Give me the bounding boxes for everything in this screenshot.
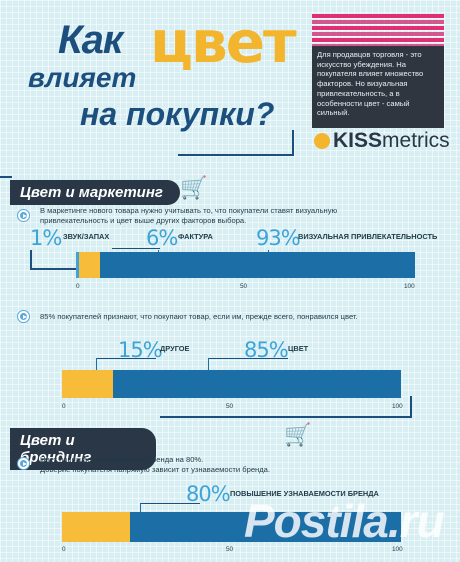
stat-pct: 80% — [186, 482, 231, 506]
bar-segment-visual — [99, 252, 415, 278]
connector-line — [410, 396, 412, 416]
logo-part-metrics: metrics — [382, 129, 450, 152]
bar-segment-brand-recognition — [129, 512, 401, 542]
logo-part-kiss: KISS — [333, 129, 383, 152]
guide-line — [208, 358, 288, 359]
info-marketing-2: 85% покупателей признают, что покупают т… — [40, 312, 358, 321]
bar-chart-2 — [62, 370, 401, 398]
section-line — [0, 176, 12, 178]
axis-tick: 100 — [404, 283, 415, 290]
stat-pct: 1% — [30, 226, 62, 250]
bar-segment-texture — [79, 252, 100, 278]
stat-label: ВИЗУАЛЬНАЯ ПРИВЛЕКАТЕЛЬНОСТЬ — [298, 232, 438, 241]
stat-label: ПОВЫШЕНИЕ УЗНАВАЕМОСТИ БРЕНДА — [230, 489, 379, 498]
bar-chart-3 — [62, 512, 401, 542]
guide-line — [112, 248, 160, 249]
stat-label: ЦВЕТ — [288, 344, 309, 353]
stat-label: ДРУГОЕ — [160, 344, 190, 353]
bar-segment-color — [112, 370, 401, 398]
connector-line — [178, 154, 294, 156]
guide-line — [30, 250, 32, 270]
info-branding-1a: Цвет повышает узнаваемость бренда на 80%… — [40, 455, 204, 464]
axis-tick: 0 — [76, 283, 80, 290]
bar-segment-sound — [76, 252, 80, 278]
guide-line — [208, 358, 209, 370]
bar-segment-other — [62, 370, 113, 398]
axis-tick: 50 — [226, 403, 234, 410]
title-word-kak: Как — [58, 18, 123, 62]
info-marketing-1: В маркетинге нового товара нужно учитыва… — [40, 206, 338, 226]
stat-pct: 6% — [146, 226, 178, 250]
bullet-icon — [18, 458, 29, 469]
stat-label: ЗВУК/ЗАПАХ — [63, 232, 110, 241]
connector-line — [292, 130, 294, 154]
axis-tick: 100 — [392, 546, 403, 553]
cart-icon: 🛒 — [180, 175, 208, 200]
axis-tick: 100 — [392, 403, 403, 410]
section-header-branding: Цвет и брендинг — [10, 428, 156, 470]
watermark: Postila.ru — [244, 495, 445, 547]
stat-label: ФАКТУРА — [178, 232, 213, 241]
title-word-cvet: цвет — [150, 8, 297, 76]
axis-tick: 50 — [240, 283, 248, 290]
guide-line — [140, 503, 141, 513]
axis-tick: 0 — [62, 403, 66, 410]
title-word-vliyaet: влияет — [28, 62, 137, 93]
guide-line — [96, 358, 156, 359]
stat-pct: 93% — [256, 226, 301, 250]
guide-line — [96, 358, 97, 370]
guide-line — [30, 268, 78, 270]
title-word-na-pokupki: на покупки? — [80, 96, 275, 132]
bar-chart-1 — [76, 252, 415, 278]
logo-icon — [314, 133, 330, 149]
bullet-icon — [18, 311, 29, 322]
section-header-marketing: Цвет и маркетинг — [10, 180, 180, 205]
guide-line — [140, 503, 200, 504]
intro-text-box: Для продавцов торговля - это искусство у… — [312, 46, 444, 128]
cart-icon: 🛒 — [284, 422, 312, 447]
axis-tick: 0 — [62, 546, 66, 553]
bullet-icon — [18, 210, 29, 221]
info-branding-1b: Доверие покупателя напрямую зависит от у… — [40, 465, 270, 474]
connector-line — [160, 416, 412, 418]
bar-segment-remainder — [62, 512, 130, 542]
axis-tick: 50 — [226, 546, 234, 553]
kissmetrics-logo: KISS metrics — [314, 129, 450, 153]
